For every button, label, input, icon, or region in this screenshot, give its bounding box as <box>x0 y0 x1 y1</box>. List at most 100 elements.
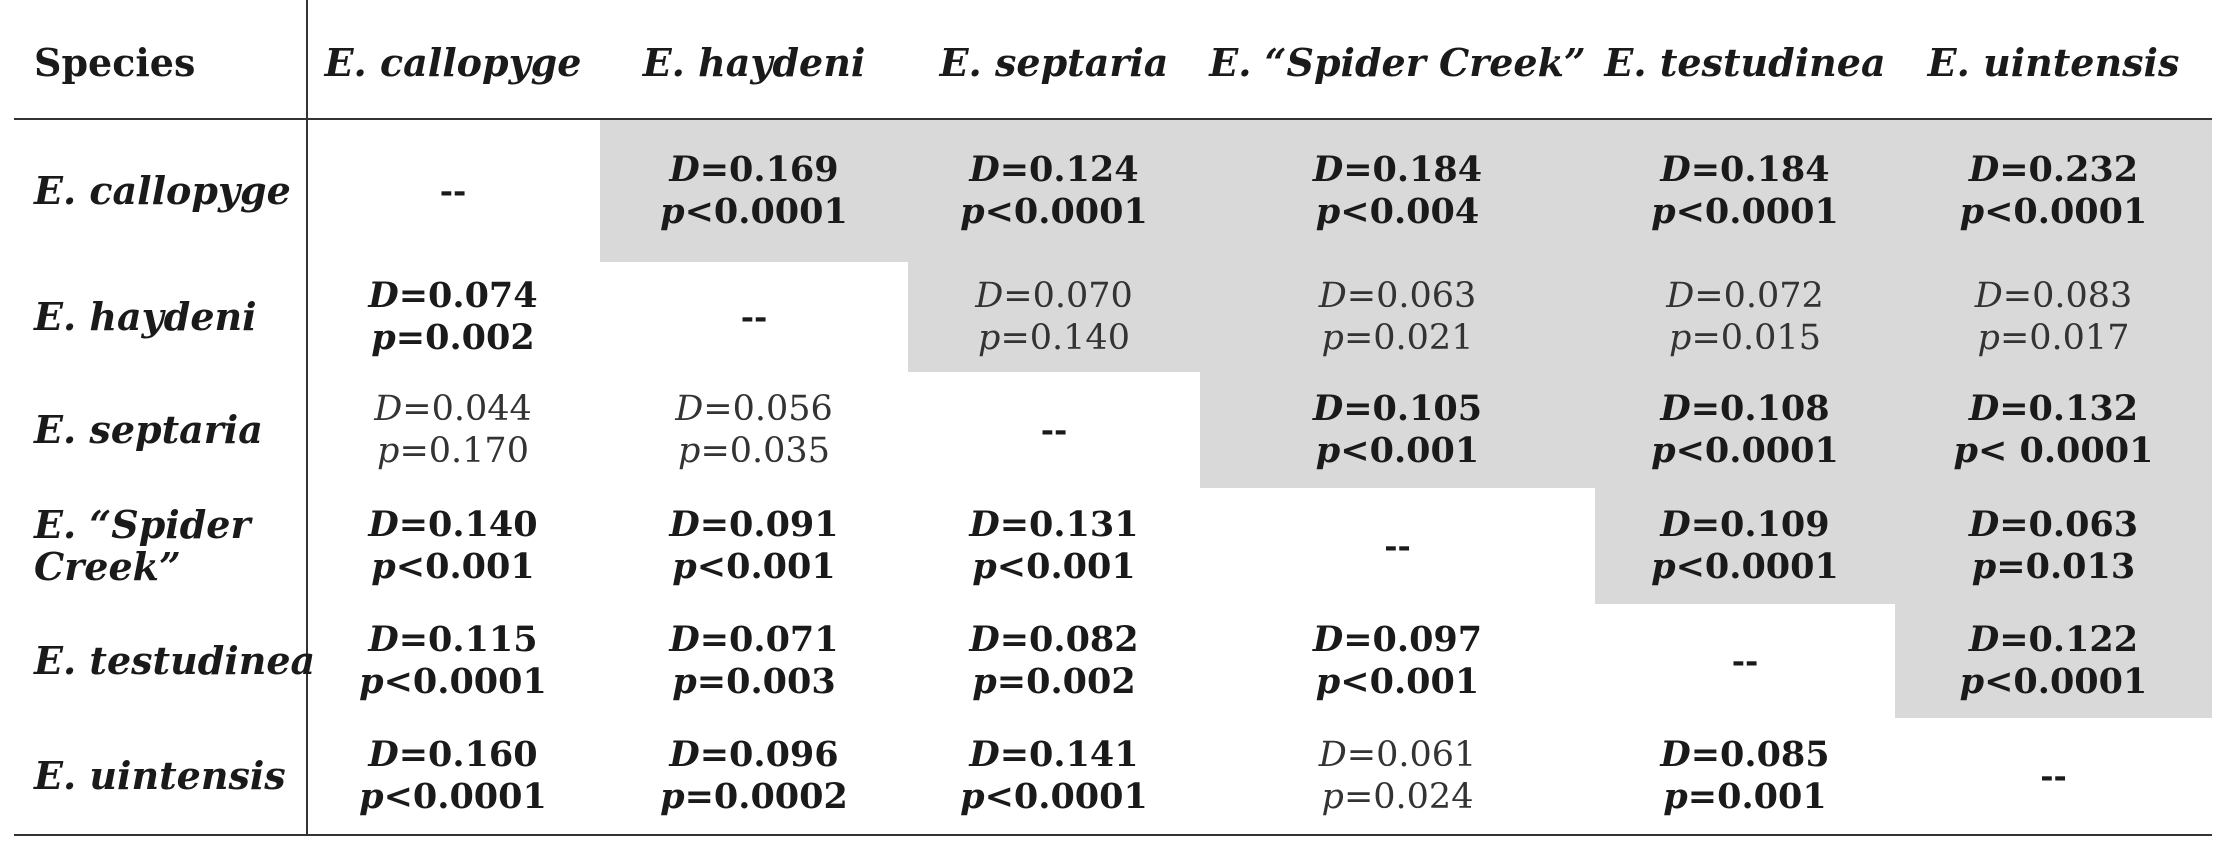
d-statistic: D=0.122 <box>1968 619 2139 660</box>
distance-cell: D=0.070 p=0.140 <box>908 262 1200 372</box>
distance-cell: D=0.232 p<0.0001 <box>1895 120 2212 262</box>
upper-triangle-shade <box>1895 604 2212 718</box>
p-value: p=0.017 <box>1977 318 2130 358</box>
distance-cell: D=0.096 p=0.0002 <box>600 718 908 834</box>
d-statistic: D=0.131 <box>969 504 1139 545</box>
diagonal-cell: -- <box>306 120 600 262</box>
d-statistic: D=0.071 <box>669 619 839 660</box>
upper-triangle-shade <box>600 120 2212 262</box>
diagonal-cell: -- <box>600 262 908 372</box>
p-value: p<0.004 <box>1315 191 1480 232</box>
distance-cell: D=0.091 p<0.001 <box>600 488 908 604</box>
d-statistic: D=0.072 <box>1666 276 1824 316</box>
diagonal-cell: -- <box>908 372 1200 488</box>
p-value: p=0.024 <box>1321 777 1474 817</box>
p-value: p<0.0001 <box>1959 191 2148 232</box>
d-statistic: D=0.061 <box>1318 735 1477 775</box>
d-statistic: D=0.044 <box>374 389 532 429</box>
distance-cell: D=0.105 p<0.001 <box>1200 372 1595 488</box>
row-label: E. haydeni <box>34 294 257 339</box>
distance-cell: D=0.169 p<0.0001 <box>600 120 908 262</box>
distance-cell: D=0.061 p=0.024 <box>1200 718 1595 834</box>
header-col-3: E. septaria <box>939 39 1169 85</box>
d-statistic: D=0.184 <box>1312 149 1483 190</box>
diagonal-dash: -- <box>2040 757 2067 795</box>
p-value: p=0.170 <box>377 431 529 471</box>
d-statistic: D=0.063 <box>1318 276 1477 316</box>
p-value: p=0.0002 <box>660 776 848 817</box>
p-value: p=0.035 <box>678 431 830 471</box>
d-statistic: D=0.169 <box>669 149 839 190</box>
d-statistic: D=0.109 <box>1660 504 1830 545</box>
d-statistic: D=0.132 <box>1968 388 2139 429</box>
diagonal-cell: -- <box>1895 718 2212 834</box>
distance-cell: D=0.082 p=0.002 <box>908 604 1200 718</box>
diagonal-dash: -- <box>1384 527 1411 565</box>
d-statistic: D=0.056 <box>675 389 833 429</box>
p-value: p=0.013 <box>1971 546 2136 587</box>
distance-cell: D=0.083 p=0.017 <box>1895 262 2212 372</box>
p-value: p<0.001 <box>1315 661 1480 702</box>
header-col-1: E. callopyge <box>324 39 582 85</box>
d-statistic: D=0.091 <box>669 504 839 545</box>
d-statistic: D=0.082 <box>969 619 1139 660</box>
p-value: p< 0.0001 <box>1953 430 2154 471</box>
header-col-4: E. “Spider Creek” <box>1209 39 1586 85</box>
p-value: p<0.0001 <box>359 661 547 702</box>
diagonal-cell: -- <box>1595 604 1895 718</box>
d-statistic: D=0.232 <box>1968 149 2139 190</box>
d-statistic: D=0.097 <box>1312 619 1483 660</box>
distance-cell: D=0.184 p<0.0001 <box>1595 120 1895 262</box>
p-value: p=0.021 <box>1321 318 1474 358</box>
diagonal-dash: -- <box>740 298 768 336</box>
d-statistic: D=0.063 <box>1968 504 2139 545</box>
p-value: p=0.001 <box>1663 776 1827 817</box>
diagonal-cell: -- <box>1200 488 1595 604</box>
d-statistic: D=0.085 <box>1660 734 1830 775</box>
distance-cell: D=0.063 p=0.013 <box>1895 488 2212 604</box>
top-rule <box>14 118 2212 120</box>
bottom-rule <box>14 834 2212 836</box>
p-value: p<0.0001 <box>1959 661 2148 702</box>
row-header-divider <box>306 0 308 836</box>
p-value: p<0.0001 <box>1651 191 1839 232</box>
distance-cell: D=0.124 p<0.0001 <box>908 120 1200 262</box>
diagonal-dash: -- <box>439 172 467 210</box>
distance-cell: D=0.109 p<0.0001 <box>1595 488 1895 604</box>
p-value: p<0.001 <box>1315 430 1480 471</box>
header-col-5: E. testudinea <box>1604 39 1886 85</box>
d-statistic: D=0.184 <box>1660 149 1830 190</box>
row-label: E. septaria <box>34 407 263 452</box>
p-value: p<0.0001 <box>359 776 547 817</box>
d-statistic: D=0.096 <box>669 734 839 775</box>
upper-triangle-shade <box>1595 488 2212 604</box>
d-statistic: D=0.105 <box>1312 388 1483 429</box>
p-value: p<0.001 <box>371 546 535 587</box>
distance-cell: D=0.108 p<0.0001 <box>1595 372 1895 488</box>
p-value: p<0.001 <box>972 546 1136 587</box>
d-statistic: D=0.070 <box>975 276 1133 316</box>
distance-cell: D=0.044 p=0.170 <box>306 372 600 488</box>
p-value: p=0.015 <box>1669 318 1821 358</box>
distance-cell: D=0.097 p<0.001 <box>1200 604 1595 718</box>
distance-cell: D=0.122 p<0.0001 <box>1895 604 2212 718</box>
distance-cell: D=0.074 p=0.002 <box>306 262 600 372</box>
row-label: E. testudinea <box>34 638 316 683</box>
distance-cell: D=0.085 p=0.001 <box>1595 718 1895 834</box>
p-value: p=0.002 <box>371 317 535 358</box>
d-statistic: D=0.074 <box>368 275 538 316</box>
d-statistic: D=0.140 <box>368 504 538 545</box>
p-value: p<0.001 <box>672 546 836 587</box>
distance-cell: D=0.141 p<0.0001 <box>908 718 1200 834</box>
p-value: p<0.0001 <box>1651 546 1839 587</box>
p-value: p<0.0001 <box>960 191 1148 232</box>
d-statistic: D=0.115 <box>368 619 538 660</box>
distance-cell: D=0.071 p=0.003 <box>600 604 908 718</box>
p-value: p=0.140 <box>978 318 1130 358</box>
diagonal-dash: -- <box>1040 411 1068 449</box>
p-value: p<0.0001 <box>960 776 1148 817</box>
row-label: E. callopyge <box>34 168 291 213</box>
row-label: E. “Spider Creek” <box>34 502 251 589</box>
d-statistic: D=0.160 <box>368 734 538 775</box>
upper-triangle-shade <box>908 262 2212 372</box>
